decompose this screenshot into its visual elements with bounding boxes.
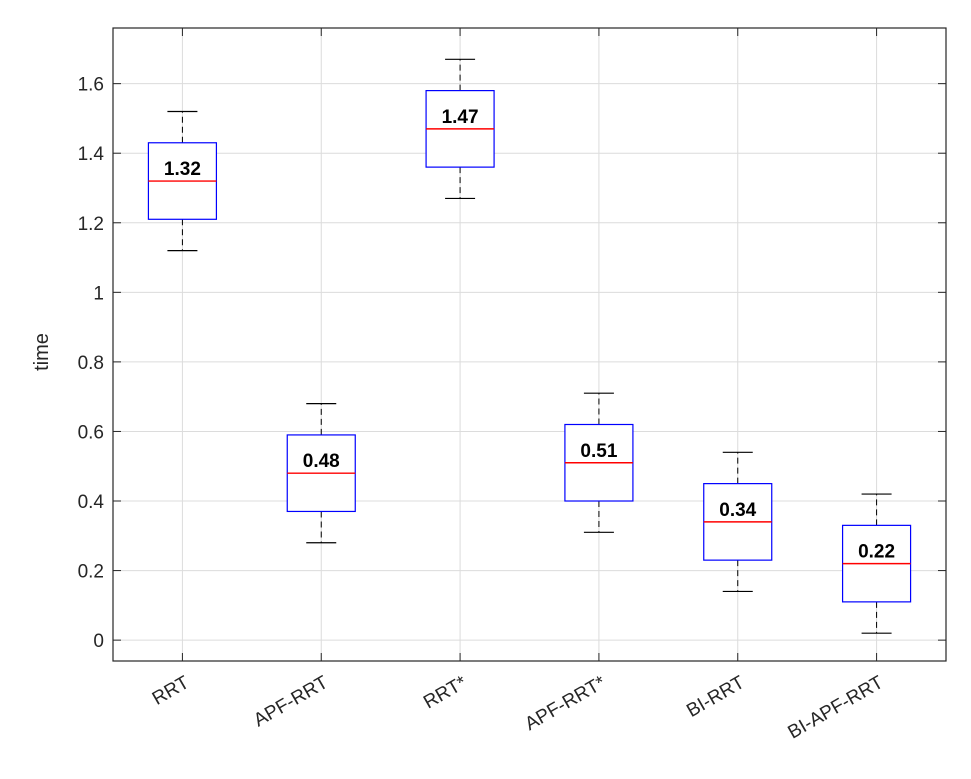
box-series: 1.32 0.48 1.47 0.51 0.34 0.22 xyxy=(147,58,912,634)
y-tick-label: 0.8 xyxy=(78,353,104,374)
grid-lines xyxy=(113,28,946,661)
y-tick-label: 1.4 xyxy=(78,144,105,165)
x-tick-label: BI-APF-RRT xyxy=(785,672,888,744)
y-tick-label: 0.6 xyxy=(78,422,104,443)
box-group: 1.32 xyxy=(147,110,218,252)
median-value-label: 1.32 xyxy=(164,159,201,180)
median-value-label: 1.47 xyxy=(442,107,479,128)
axes xyxy=(112,27,947,662)
y-tick-label: 1 xyxy=(93,283,104,304)
box-group: 0.51 xyxy=(564,392,634,533)
median-value-label: 0.51 xyxy=(580,441,617,462)
box-group: 0.34 xyxy=(703,451,773,593)
x-tick-label: BI-RRT xyxy=(683,672,748,722)
y-tick-label: 0.2 xyxy=(78,562,104,583)
x-tick-label: APF-RRT* xyxy=(522,672,610,735)
box-group: 0.48 xyxy=(286,403,356,544)
plot-frame xyxy=(112,27,947,662)
box-group: 1.47 xyxy=(425,58,495,200)
box-group: 0.22 xyxy=(841,493,912,634)
y-tick-label: 1.6 xyxy=(78,75,104,96)
x-tick-label: RRT xyxy=(149,672,193,710)
median-value-label: 0.34 xyxy=(719,500,756,521)
x-tick-label: RRT* xyxy=(420,672,471,714)
y-tick-label: 0 xyxy=(93,631,104,652)
y-axis-label: time xyxy=(31,333,53,371)
y-tick-label: 1.2 xyxy=(78,214,104,235)
median-value-label: 0.22 xyxy=(858,542,895,563)
median-value-label: 0.48 xyxy=(303,451,340,472)
x-tick-label: APF-RRT xyxy=(250,672,332,731)
y-tick-label: 0.4 xyxy=(78,492,105,513)
